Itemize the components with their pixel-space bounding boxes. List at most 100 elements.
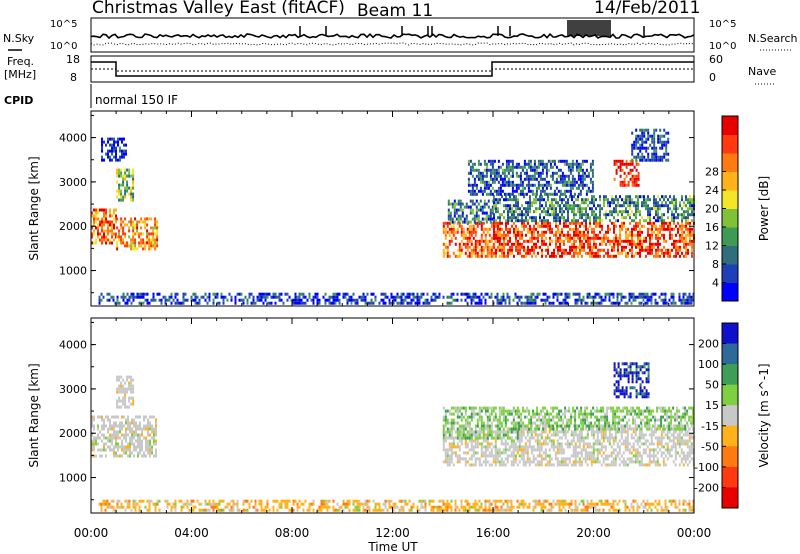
- data-cell: [673, 245, 675, 249]
- data-cell: [659, 248, 661, 252]
- data-cell: [332, 298, 335, 302]
- data-cell: [570, 439, 573, 443]
- data-cell: [107, 415, 109, 419]
- data-cell: [556, 298, 559, 302]
- data-cell: [132, 180, 135, 184]
- data-cell: [635, 201, 637, 205]
- data-cell: [509, 195, 511, 199]
- data-cell: [103, 208, 105, 212]
- data-cell: [561, 227, 563, 231]
- data-cell: [629, 216, 631, 220]
- data-cell: [547, 198, 549, 202]
- data-cell: [111, 137, 113, 141]
- data-cell: [476, 445, 479, 449]
- data-cell: [558, 442, 561, 446]
- data-cell: [113, 140, 115, 144]
- data-cell: [627, 233, 629, 237]
- data-cell: [462, 230, 465, 234]
- data-cell: [186, 502, 189, 506]
- data-cell: [364, 502, 367, 506]
- data-cell: [691, 230, 693, 234]
- data-cell: [458, 245, 461, 249]
- data-cell: [593, 242, 595, 246]
- data-cell: [499, 186, 502, 190]
- data-cell: [583, 177, 586, 181]
- data-cell: [574, 442, 577, 446]
- data-cell: [153, 454, 155, 458]
- data-cell: [622, 499, 625, 503]
- data-cell: [599, 210, 601, 214]
- data-cell: [120, 198, 123, 202]
- data-cell: [428, 301, 431, 305]
- data-cell: [491, 171, 494, 175]
- data-cell: [490, 245, 493, 249]
- data-cell: [139, 421, 141, 425]
- data-cell: [450, 227, 453, 231]
- data-cell: [579, 183, 582, 187]
- data-cell: [302, 301, 305, 305]
- data-cell: [639, 251, 641, 255]
- data-cell: [149, 415, 151, 419]
- data-cell: [128, 387, 131, 391]
- data-cell: [675, 216, 677, 220]
- data-cell: [691, 251, 693, 255]
- data-cell: [623, 210, 625, 214]
- data-cell: [474, 242, 477, 246]
- data-cell: [599, 230, 601, 234]
- data-cell: [614, 301, 617, 305]
- data-cell: [486, 248, 489, 252]
- data-cell: [258, 298, 261, 302]
- data-cell: [117, 143, 119, 147]
- data-cell: [577, 254, 579, 258]
- data-cell: [529, 162, 532, 166]
- data-cell: [567, 189, 570, 193]
- data-cell: [575, 248, 577, 252]
- data-cell: [519, 177, 522, 181]
- data-cell: [522, 505, 525, 509]
- data-cell: [653, 230, 655, 234]
- data-cell: [517, 198, 519, 202]
- data-cell: [651, 137, 654, 141]
- data-cell: [561, 183, 564, 187]
- data-cell: [136, 220, 139, 224]
- data-cell: [543, 233, 545, 237]
- data-cell: [125, 436, 127, 440]
- data-cell: [541, 219, 543, 223]
- data-cell: [559, 230, 561, 234]
- data-cell: [625, 195, 627, 199]
- data-cell: [552, 301, 555, 305]
- data-cell: [608, 292, 611, 296]
- data-cell: [172, 298, 175, 302]
- data-cell: [641, 128, 644, 132]
- data-cell: [649, 236, 651, 240]
- data-cell: [557, 251, 559, 255]
- data-cell: [671, 219, 673, 223]
- data-cell: [370, 292, 373, 296]
- data-cell: [356, 301, 359, 305]
- data-cell: [513, 242, 515, 246]
- data-cell: [489, 174, 492, 178]
- data-cell: [428, 499, 431, 503]
- data-cell: [525, 201, 527, 205]
- data-cell: [645, 201, 647, 205]
- data-cell: [549, 224, 551, 228]
- data-cell: [238, 298, 241, 302]
- data-cell: [527, 189, 530, 193]
- data-cell: [398, 301, 401, 305]
- data-cell: [636, 295, 639, 299]
- data-cell: [158, 508, 161, 512]
- data-cell: [115, 220, 117, 224]
- data-cell: [467, 159, 470, 163]
- data-cell: [444, 242, 447, 246]
- data-cell: [119, 149, 121, 153]
- data-cell: [451, 205, 454, 209]
- data-cell: [266, 499, 269, 503]
- data-cell: [434, 295, 437, 299]
- data-cell: [584, 301, 587, 305]
- data-cell: [601, 242, 603, 246]
- data-cell: [408, 508, 411, 512]
- data-cell: [495, 219, 497, 223]
- data-cell: [478, 499, 481, 503]
- data-cell: [558, 502, 561, 506]
